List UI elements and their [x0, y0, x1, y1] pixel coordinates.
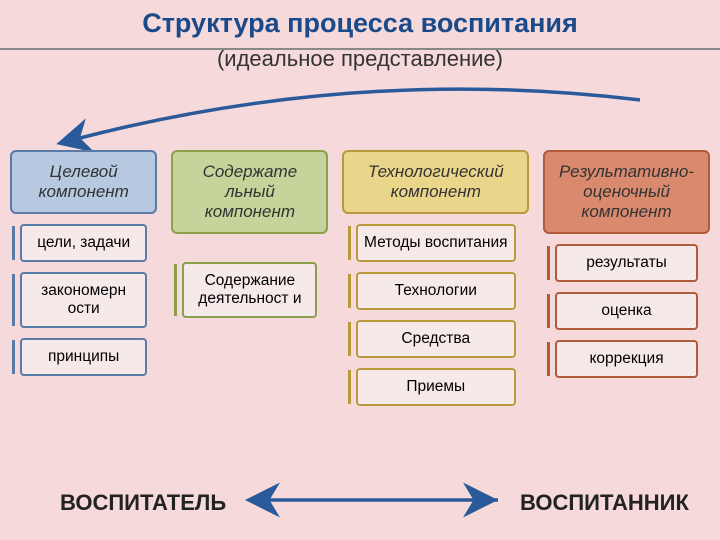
interaction-arrow — [0, 0, 720, 540]
